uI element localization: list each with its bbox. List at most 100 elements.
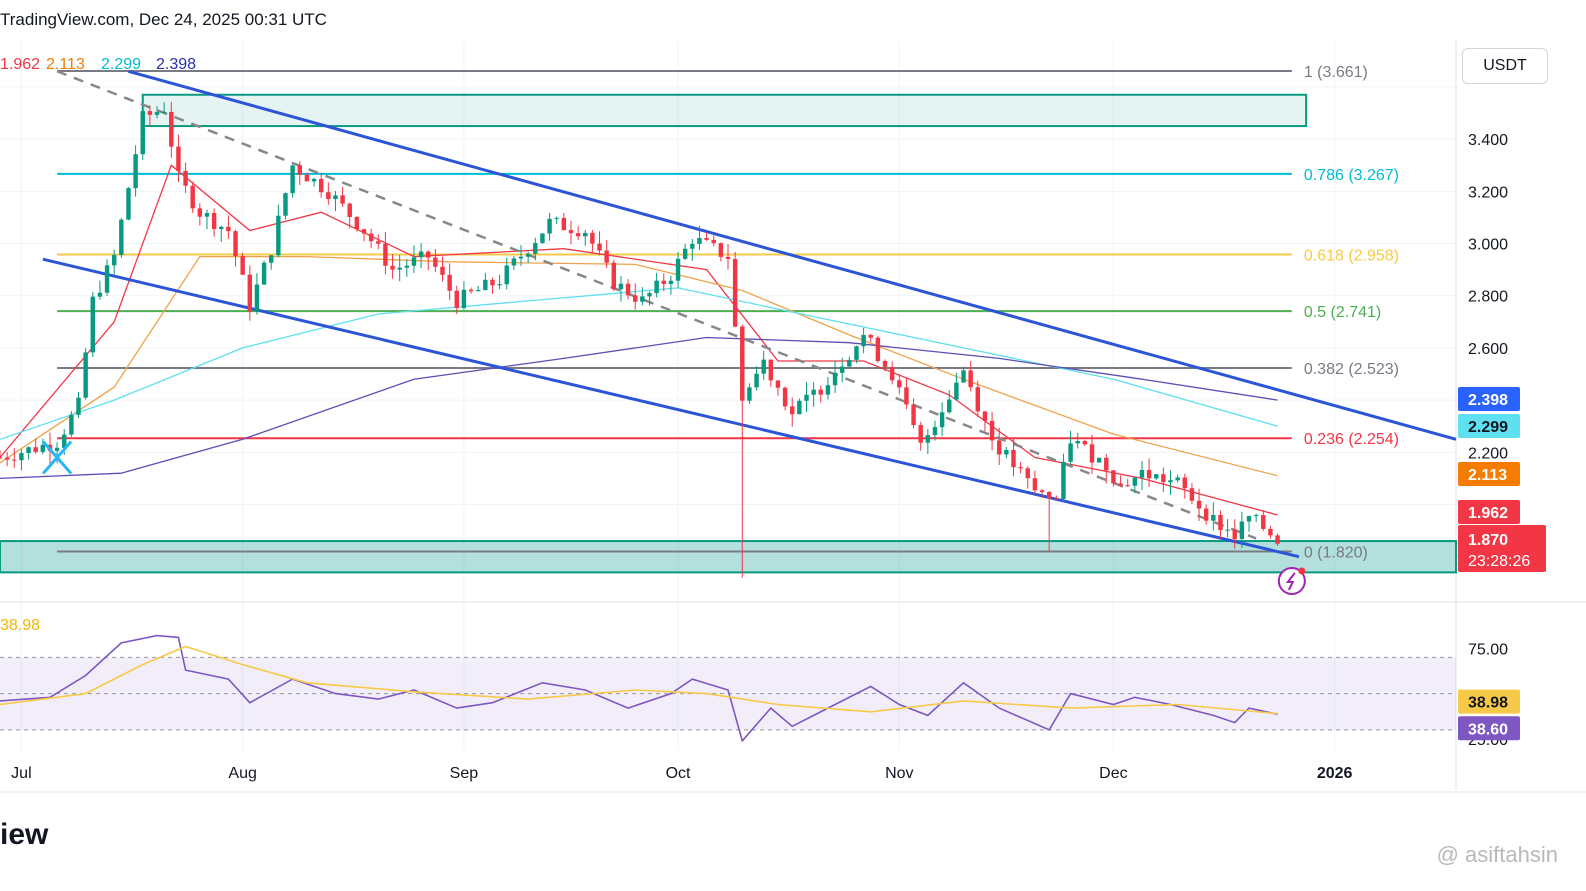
candle-body xyxy=(640,296,645,302)
candle-body xyxy=(697,237,702,244)
candle-body xyxy=(90,296,95,353)
candle-body xyxy=(1054,498,1059,500)
candle-body xyxy=(1261,515,1266,529)
candle-body xyxy=(540,233,545,243)
currency-button[interactable]: USDT xyxy=(1462,48,1548,84)
time-tick-label: Jul xyxy=(11,765,31,782)
zone-supply xyxy=(141,93,1308,128)
candle-body xyxy=(754,373,759,388)
candle-body xyxy=(361,229,367,234)
candle-body xyxy=(1011,449,1016,468)
time-tick-label: 2026 xyxy=(1317,765,1353,782)
candle-body xyxy=(69,414,74,435)
candle-body xyxy=(497,284,502,286)
candle-body xyxy=(1096,457,1102,463)
price-tick-label: 3.400 xyxy=(1468,132,1508,149)
tradingview-logo-text: iew xyxy=(0,818,49,851)
price-tick-label: 2.200 xyxy=(1468,445,1508,462)
candle-body xyxy=(4,457,10,460)
channel-upper-line xyxy=(128,69,1457,441)
candle-body xyxy=(397,267,402,270)
price-tick-label: 3.200 xyxy=(1468,184,1508,201)
candle-body xyxy=(326,192,331,200)
candle-body xyxy=(340,195,345,204)
candle-body xyxy=(411,257,417,266)
candle-body xyxy=(354,217,360,230)
candle-body xyxy=(190,185,195,209)
candle-body xyxy=(1239,521,1245,540)
candle-body xyxy=(1118,483,1123,486)
ma-legend-value: 2.299 xyxy=(101,56,141,73)
candle-body xyxy=(461,289,467,308)
last-price-label: 1.870 xyxy=(1468,532,1508,549)
candle-body xyxy=(847,359,852,367)
channel-lower-line xyxy=(42,257,1300,559)
rsi-legend-value: 38.98 xyxy=(0,617,40,634)
candle-body xyxy=(975,387,981,412)
candle-body xyxy=(633,295,638,302)
ma-price-label: 2.398 xyxy=(1468,392,1508,409)
candle-body xyxy=(818,389,823,395)
candle-body xyxy=(440,266,445,275)
zone-demand xyxy=(0,540,1457,574)
candle-body xyxy=(154,112,160,115)
bar-countdown-label: 23:28:26 xyxy=(1468,553,1530,570)
candle-body xyxy=(911,404,916,426)
fib-label: 0.236 (2.254) xyxy=(1304,431,1399,448)
candle-body xyxy=(126,188,131,220)
candle-body xyxy=(1032,478,1038,491)
candle-body xyxy=(533,242,538,254)
candle-body xyxy=(1161,474,1166,483)
candle-body xyxy=(804,394,809,401)
candle-body xyxy=(26,447,31,454)
price-axis: 3.400 3.200 3.000 2.800 2.600 2.200 xyxy=(1468,132,1508,462)
candle-body xyxy=(147,111,153,115)
rsi-value-label: 38.60 xyxy=(1468,721,1508,738)
candle-body xyxy=(490,279,495,286)
candle-body xyxy=(897,380,902,388)
candle-body xyxy=(732,258,738,327)
candle-body xyxy=(1225,529,1230,531)
candle-body xyxy=(1111,470,1116,484)
time-tick-label: Nov xyxy=(885,765,913,782)
candle-body xyxy=(997,440,1002,455)
candle-body xyxy=(775,380,781,388)
candle-body xyxy=(19,453,24,461)
candle-body xyxy=(961,370,966,383)
rsi-value-label-bg xyxy=(1458,689,1520,714)
candle-body xyxy=(989,420,995,441)
last-price-label-bg xyxy=(1458,525,1546,572)
candle-body xyxy=(1004,449,1009,455)
candle-body xyxy=(1146,469,1152,479)
fib-label: 0.786 (3.267) xyxy=(1304,167,1399,184)
channel-lines xyxy=(42,69,1457,559)
candle-body xyxy=(76,397,81,415)
candle-body xyxy=(426,251,431,258)
candle-body xyxy=(390,265,395,270)
candle-body xyxy=(1154,474,1159,479)
candle-body xyxy=(661,280,666,284)
price-tick-label: 2.600 xyxy=(1468,341,1508,358)
candle-body xyxy=(747,387,752,401)
candle-body xyxy=(1061,461,1066,499)
candle-body xyxy=(140,111,145,155)
candles xyxy=(0,101,1280,578)
candle-body xyxy=(511,258,517,266)
candle-body xyxy=(740,326,745,401)
candle-body xyxy=(932,427,938,436)
candle-body xyxy=(197,208,203,217)
candle-body xyxy=(219,226,224,230)
candle-body xyxy=(568,230,574,234)
candle-body xyxy=(968,370,973,388)
candle-body xyxy=(83,352,88,398)
moving-average-line xyxy=(0,164,1278,516)
candle-body xyxy=(1232,529,1237,540)
candle-body xyxy=(604,250,609,263)
candle-body xyxy=(761,359,766,374)
candle-body xyxy=(290,165,295,194)
candle-body xyxy=(169,111,174,147)
candle-body xyxy=(404,265,410,268)
candle-body xyxy=(433,257,438,267)
time-tick-label: Oct xyxy=(666,765,691,782)
